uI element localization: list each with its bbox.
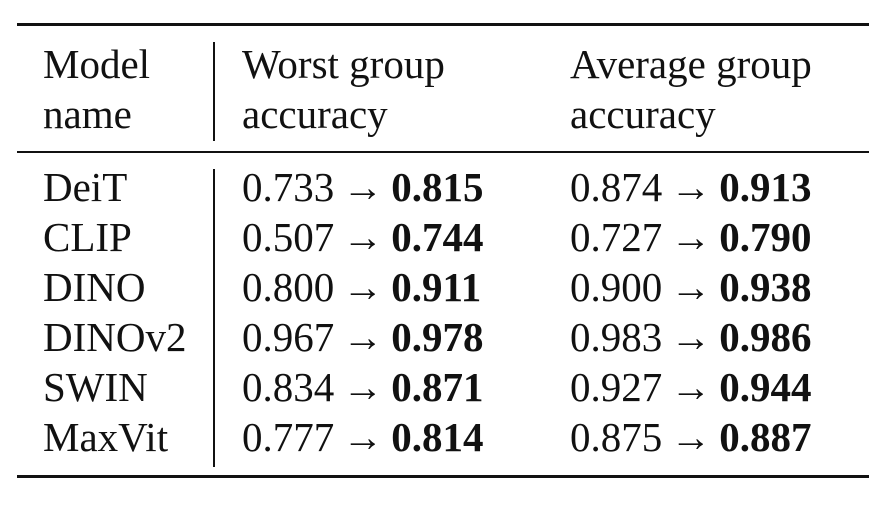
arrow-icon: → [342, 364, 384, 410]
arrow-icon: → [342, 164, 384, 210]
bottom-rule [17, 475, 869, 478]
worst-before: 0.800 [242, 264, 335, 310]
worst-accuracy-cell: 0.800 → 0.911 [242, 263, 481, 311]
arrow-icon: → [670, 414, 712, 460]
average-after: 0.938 [719, 264, 812, 310]
header-average-line1: Average group [570, 41, 812, 87]
average-before: 0.874 [570, 164, 663, 210]
arrow-icon: → [670, 364, 712, 410]
model-name-cell: SWIN [43, 364, 148, 410]
arrow-icon: → [342, 314, 384, 360]
average-after: 0.790 [719, 214, 812, 260]
model-name-cell: DeiT [43, 164, 128, 210]
average-accuracy-cell: 0.727 → 0.790 [570, 213, 812, 261]
column-separator-body [213, 169, 215, 467]
worst-after: 0.744 [391, 214, 484, 260]
worst-accuracy-cell: 0.967 → 0.978 [242, 313, 484, 361]
worst-before: 0.834 [242, 364, 335, 410]
average-accuracy-cell: 0.900 → 0.938 [570, 263, 812, 311]
header-model-line2: name [43, 91, 132, 137]
header-rule [17, 151, 869, 153]
average-accuracy-cell: 0.927 → 0.944 [570, 363, 812, 411]
worst-after: 0.978 [391, 314, 484, 360]
worst-after: 0.815 [391, 164, 484, 210]
arrow-icon: → [342, 414, 384, 460]
model-name-cell: DINO [43, 264, 146, 310]
average-before: 0.983 [570, 314, 663, 360]
arrow-icon: → [342, 264, 384, 310]
worst-after: 0.871 [391, 364, 484, 410]
worst-accuracy-cell: 0.834 → 0.871 [242, 363, 484, 411]
average-accuracy-cell: 0.875 → 0.887 [570, 413, 812, 461]
worst-accuracy-cell: 0.777 → 0.814 [242, 413, 484, 461]
header-average-line2: accuracy [570, 91, 716, 137]
worst-accuracy-cell: 0.733 → 0.815 [242, 163, 484, 211]
worst-before: 0.967 [242, 314, 335, 360]
average-before: 0.900 [570, 264, 663, 310]
average-after: 0.944 [719, 364, 812, 410]
arrow-icon: → [670, 214, 712, 260]
worst-before: 0.777 [242, 414, 335, 460]
worst-accuracy-cell: 0.507 → 0.744 [242, 213, 484, 261]
worst-after: 0.814 [391, 414, 484, 460]
average-before: 0.727 [570, 214, 663, 260]
header-worst-line2: accuracy [242, 91, 388, 137]
column-separator-header [213, 42, 215, 141]
header-model-line1: Model [43, 41, 151, 87]
average-after: 0.913 [719, 164, 812, 210]
arrow-icon: → [670, 264, 712, 310]
top-rule [17, 23, 869, 26]
header-worst-line1: Worst group [242, 41, 445, 87]
worst-after: 0.911 [391, 264, 482, 310]
arrow-icon: → [670, 314, 712, 360]
average-accuracy-cell: 0.874 → 0.913 [570, 163, 812, 211]
worst-before: 0.507 [242, 214, 335, 260]
average-after: 0.986 [719, 314, 812, 360]
average-after: 0.887 [719, 414, 812, 460]
model-name-cell: DINOv2 [43, 314, 187, 360]
arrow-icon: → [342, 214, 384, 260]
model-name-cell: MaxVit [43, 414, 169, 460]
average-before: 0.875 [570, 414, 663, 460]
arrow-icon: → [670, 164, 712, 210]
average-accuracy-cell: 0.983 → 0.986 [570, 313, 812, 361]
worst-before: 0.733 [242, 164, 335, 210]
average-before: 0.927 [570, 364, 663, 410]
model-name-cell: CLIP [43, 214, 132, 260]
